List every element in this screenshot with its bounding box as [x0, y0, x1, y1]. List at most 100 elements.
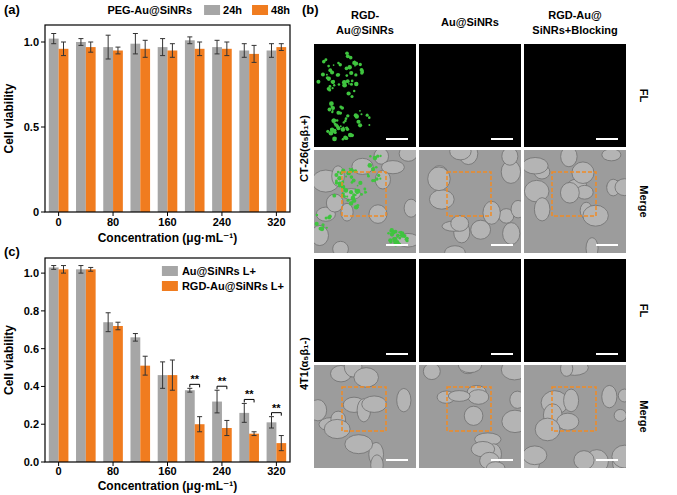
cell-shape [314, 400, 327, 421]
bar [249, 54, 259, 212]
panel-title: (c) [4, 244, 20, 259]
channel-label: Merge [638, 185, 650, 217]
error-stem [90, 42, 91, 52]
error-cap [197, 431, 202, 432]
micrograph [419, 150, 521, 253]
fluorescence [343, 121, 345, 123]
error-stem [145, 40, 146, 57]
error-bar [51, 266, 56, 270]
error-cap [170, 43, 175, 44]
error-stem [80, 266, 81, 274]
cell-shape [354, 368, 379, 388]
error-bar [224, 420, 229, 435]
fluorescence [316, 214, 319, 217]
fluorescence [321, 223, 324, 226]
fluorescence [345, 175, 347, 177]
cell-shape [404, 199, 416, 217]
error-cap [61, 42, 66, 43]
error-bar [224, 42, 229, 56]
fluorescence [375, 166, 378, 169]
error-bar [242, 44, 247, 58]
error-cap [106, 331, 111, 332]
y-tick-label: 0.0 [24, 456, 39, 468]
fluorescence [333, 64, 335, 66]
cell-shape [399, 150, 416, 161]
error-cap [106, 35, 111, 36]
error-bar [187, 388, 192, 392]
fluorescence [359, 110, 361, 112]
image-background [419, 150, 521, 253]
x-tick-label: 240 [213, 216, 231, 228]
fluorescence [357, 185, 359, 187]
error-cap [252, 62, 257, 63]
zoom-box [552, 387, 596, 431]
error-cap [115, 329, 120, 330]
y-tick-label: 1.0 [24, 36, 39, 48]
bar [130, 44, 140, 212]
column-header: SiNRs+Blocking [532, 24, 617, 36]
cell-shape [501, 365, 521, 380]
image-background [314, 259, 416, 362]
fluorescence [326, 74, 328, 76]
fluorescence [349, 71, 353, 75]
error-cap [242, 43, 247, 44]
error-cap [279, 435, 284, 436]
micrograph [314, 44, 416, 147]
micrograph [524, 150, 626, 253]
scale-bar [386, 459, 408, 461]
bar [86, 269, 96, 462]
fluorescence [406, 237, 409, 240]
cell-shape [561, 150, 577, 167]
error-cap [197, 42, 202, 43]
error-bar [51, 34, 56, 44]
x-tick-label: 0 [56, 216, 62, 228]
error-cap [242, 403, 247, 404]
y-axis-label: Cell viability [2, 325, 16, 395]
error-stem [254, 45, 255, 62]
error-cap [197, 55, 202, 56]
cell-shape [503, 223, 520, 245]
bar [86, 47, 96, 212]
cell-shape [560, 182, 579, 203]
error-stem [281, 436, 282, 451]
error-cap [143, 57, 148, 58]
cell-shape [468, 390, 489, 405]
error-stem [135, 34, 136, 54]
error-cap [215, 390, 220, 391]
bar [103, 47, 113, 212]
error-cap [215, 53, 220, 54]
fluorescence [348, 83, 350, 85]
cell-shape [618, 389, 626, 402]
x-tick-label: 0 [56, 465, 62, 477]
x-tick-label: 320 [267, 216, 285, 228]
error-cap [170, 57, 175, 58]
scale-bar [491, 244, 513, 246]
fluorescence [345, 74, 348, 77]
cell-shape [448, 391, 470, 402]
error-bar [187, 37, 192, 44]
bar [140, 49, 150, 212]
error-stem [135, 334, 136, 342]
cell-shape [326, 194, 343, 212]
y-tick-label: 0.4 [24, 380, 40, 392]
fluorescence [353, 90, 355, 92]
fluorescence [333, 84, 335, 86]
fluorescence [371, 168, 374, 171]
cell-shape [612, 445, 626, 468]
error-bar [61, 42, 66, 56]
fluorescence [346, 199, 349, 202]
significance-label: ** [272, 402, 281, 414]
y-tick [41, 348, 45, 349]
error-cap [133, 53, 138, 54]
error-cap [224, 42, 229, 43]
cell-shape [314, 225, 328, 245]
cell-shape [333, 241, 349, 253]
fluorescence [354, 189, 358, 193]
error-cap [242, 422, 247, 423]
scale-bar [596, 459, 618, 461]
error-cap [51, 33, 56, 34]
error-stem [117, 47, 118, 54]
fluorescence [350, 133, 354, 137]
error-cap [224, 420, 229, 421]
error-bar [279, 436, 284, 451]
